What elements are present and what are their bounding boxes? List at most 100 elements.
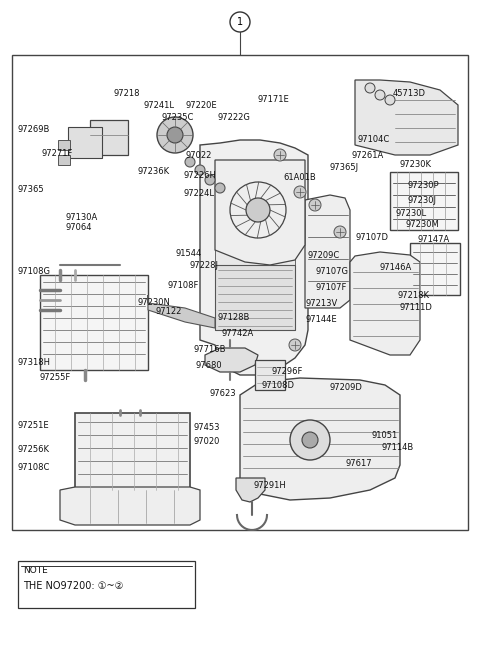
Text: 97107D: 97107D bbox=[355, 232, 388, 241]
Text: 91051: 91051 bbox=[372, 430, 398, 440]
Text: 97241L: 97241L bbox=[144, 100, 175, 110]
Ellipse shape bbox=[334, 226, 346, 238]
Bar bbox=[12, 55, 468, 530]
Text: 97291H: 97291H bbox=[253, 480, 286, 489]
Ellipse shape bbox=[230, 12, 250, 32]
Text: 97255F: 97255F bbox=[40, 373, 71, 382]
Ellipse shape bbox=[290, 420, 330, 460]
Bar bbox=[58, 155, 70, 165]
Text: 97218: 97218 bbox=[113, 89, 140, 98]
Text: 97453: 97453 bbox=[193, 424, 219, 432]
Polygon shape bbox=[215, 160, 305, 265]
Text: 1: 1 bbox=[237, 17, 243, 27]
Text: 97104C: 97104C bbox=[357, 136, 389, 144]
Ellipse shape bbox=[289, 339, 301, 351]
Text: 97230L: 97230L bbox=[395, 209, 426, 218]
Text: 97230K: 97230K bbox=[399, 161, 431, 169]
Ellipse shape bbox=[365, 83, 375, 93]
Ellipse shape bbox=[246, 198, 270, 222]
Text: 97128B: 97128B bbox=[218, 314, 251, 323]
Polygon shape bbox=[215, 265, 295, 330]
Text: 97209C: 97209C bbox=[308, 251, 340, 260]
Ellipse shape bbox=[185, 157, 195, 167]
Ellipse shape bbox=[294, 186, 306, 198]
Polygon shape bbox=[350, 252, 420, 355]
Text: 97107F: 97107F bbox=[316, 283, 348, 291]
Text: 97716B: 97716B bbox=[193, 346, 226, 354]
Text: 97107G: 97107G bbox=[316, 268, 349, 276]
Bar bbox=[18, 561, 195, 608]
Text: 97108C: 97108C bbox=[18, 464, 50, 472]
Text: 97365: 97365 bbox=[18, 186, 45, 194]
Text: 97222G: 97222G bbox=[218, 113, 251, 123]
Polygon shape bbox=[200, 140, 308, 375]
Text: 97213V: 97213V bbox=[306, 300, 338, 308]
Bar bbox=[90, 120, 128, 155]
Polygon shape bbox=[355, 80, 458, 155]
Ellipse shape bbox=[205, 175, 215, 185]
Text: 97111D: 97111D bbox=[400, 304, 433, 312]
Polygon shape bbox=[148, 295, 215, 328]
Ellipse shape bbox=[375, 90, 385, 100]
Text: 97130A: 97130A bbox=[66, 213, 98, 222]
Text: 97230N: 97230N bbox=[138, 298, 171, 306]
Bar bbox=[75, 413, 190, 490]
Text: 97296F: 97296F bbox=[271, 367, 302, 377]
Text: 97108G: 97108G bbox=[18, 268, 51, 276]
Ellipse shape bbox=[309, 199, 321, 211]
Text: 97108D: 97108D bbox=[261, 380, 294, 390]
Text: 97226H: 97226H bbox=[183, 171, 216, 180]
Ellipse shape bbox=[167, 127, 183, 143]
Text: 97218K: 97218K bbox=[398, 291, 430, 300]
Polygon shape bbox=[236, 478, 265, 502]
Text: 97235C: 97235C bbox=[162, 113, 194, 123]
Text: 97220E: 97220E bbox=[186, 100, 217, 110]
Bar bbox=[410, 243, 460, 295]
Polygon shape bbox=[205, 348, 258, 372]
Text: 97147A: 97147A bbox=[418, 236, 450, 245]
Text: 97146A: 97146A bbox=[380, 264, 412, 272]
Bar bbox=[58, 140, 70, 150]
Text: 97271F: 97271F bbox=[42, 150, 73, 159]
Text: 97144E: 97144E bbox=[306, 316, 337, 325]
Polygon shape bbox=[60, 487, 200, 525]
Text: 61A01B: 61A01B bbox=[283, 173, 316, 182]
Text: 97256K: 97256K bbox=[18, 445, 50, 455]
Text: 97228J: 97228J bbox=[190, 262, 219, 270]
Text: 97064: 97064 bbox=[66, 224, 93, 232]
Text: 97269B: 97269B bbox=[18, 125, 50, 134]
Bar bbox=[68, 127, 102, 158]
Ellipse shape bbox=[157, 117, 193, 153]
Text: 97230J: 97230J bbox=[408, 195, 437, 205]
Ellipse shape bbox=[274, 149, 286, 161]
Text: THE NO97200: ①~②: THE NO97200: ①~② bbox=[23, 581, 123, 591]
Text: 97209D: 97209D bbox=[330, 384, 363, 392]
Text: 97020: 97020 bbox=[193, 438, 219, 447]
Text: 97623: 97623 bbox=[210, 388, 237, 398]
Text: 97261A: 97261A bbox=[352, 150, 384, 159]
Text: 97171E: 97171E bbox=[258, 96, 290, 104]
Polygon shape bbox=[240, 378, 400, 500]
Bar bbox=[40, 275, 148, 370]
Text: 97230P: 97230P bbox=[408, 180, 440, 190]
Text: 97318H: 97318H bbox=[18, 358, 51, 367]
Ellipse shape bbox=[385, 95, 395, 105]
Text: 45713D: 45713D bbox=[393, 89, 426, 98]
Bar bbox=[255, 360, 285, 390]
Bar bbox=[390, 172, 458, 230]
Text: 97114B: 97114B bbox=[381, 443, 413, 453]
Text: 97251E: 97251E bbox=[18, 420, 49, 430]
Ellipse shape bbox=[302, 432, 318, 448]
Text: 97122: 97122 bbox=[155, 308, 181, 316]
Text: 97742A: 97742A bbox=[222, 329, 254, 338]
Polygon shape bbox=[215, 160, 295, 330]
Text: 97236K: 97236K bbox=[137, 167, 169, 176]
Text: 97365J: 97365J bbox=[330, 163, 359, 173]
Ellipse shape bbox=[215, 183, 225, 193]
Text: 97022: 97022 bbox=[185, 150, 211, 159]
Polygon shape bbox=[305, 195, 350, 308]
Ellipse shape bbox=[195, 165, 205, 175]
Text: 97108F: 97108F bbox=[168, 281, 199, 289]
Text: 97224L: 97224L bbox=[183, 188, 214, 197]
Text: 97680: 97680 bbox=[196, 361, 223, 369]
